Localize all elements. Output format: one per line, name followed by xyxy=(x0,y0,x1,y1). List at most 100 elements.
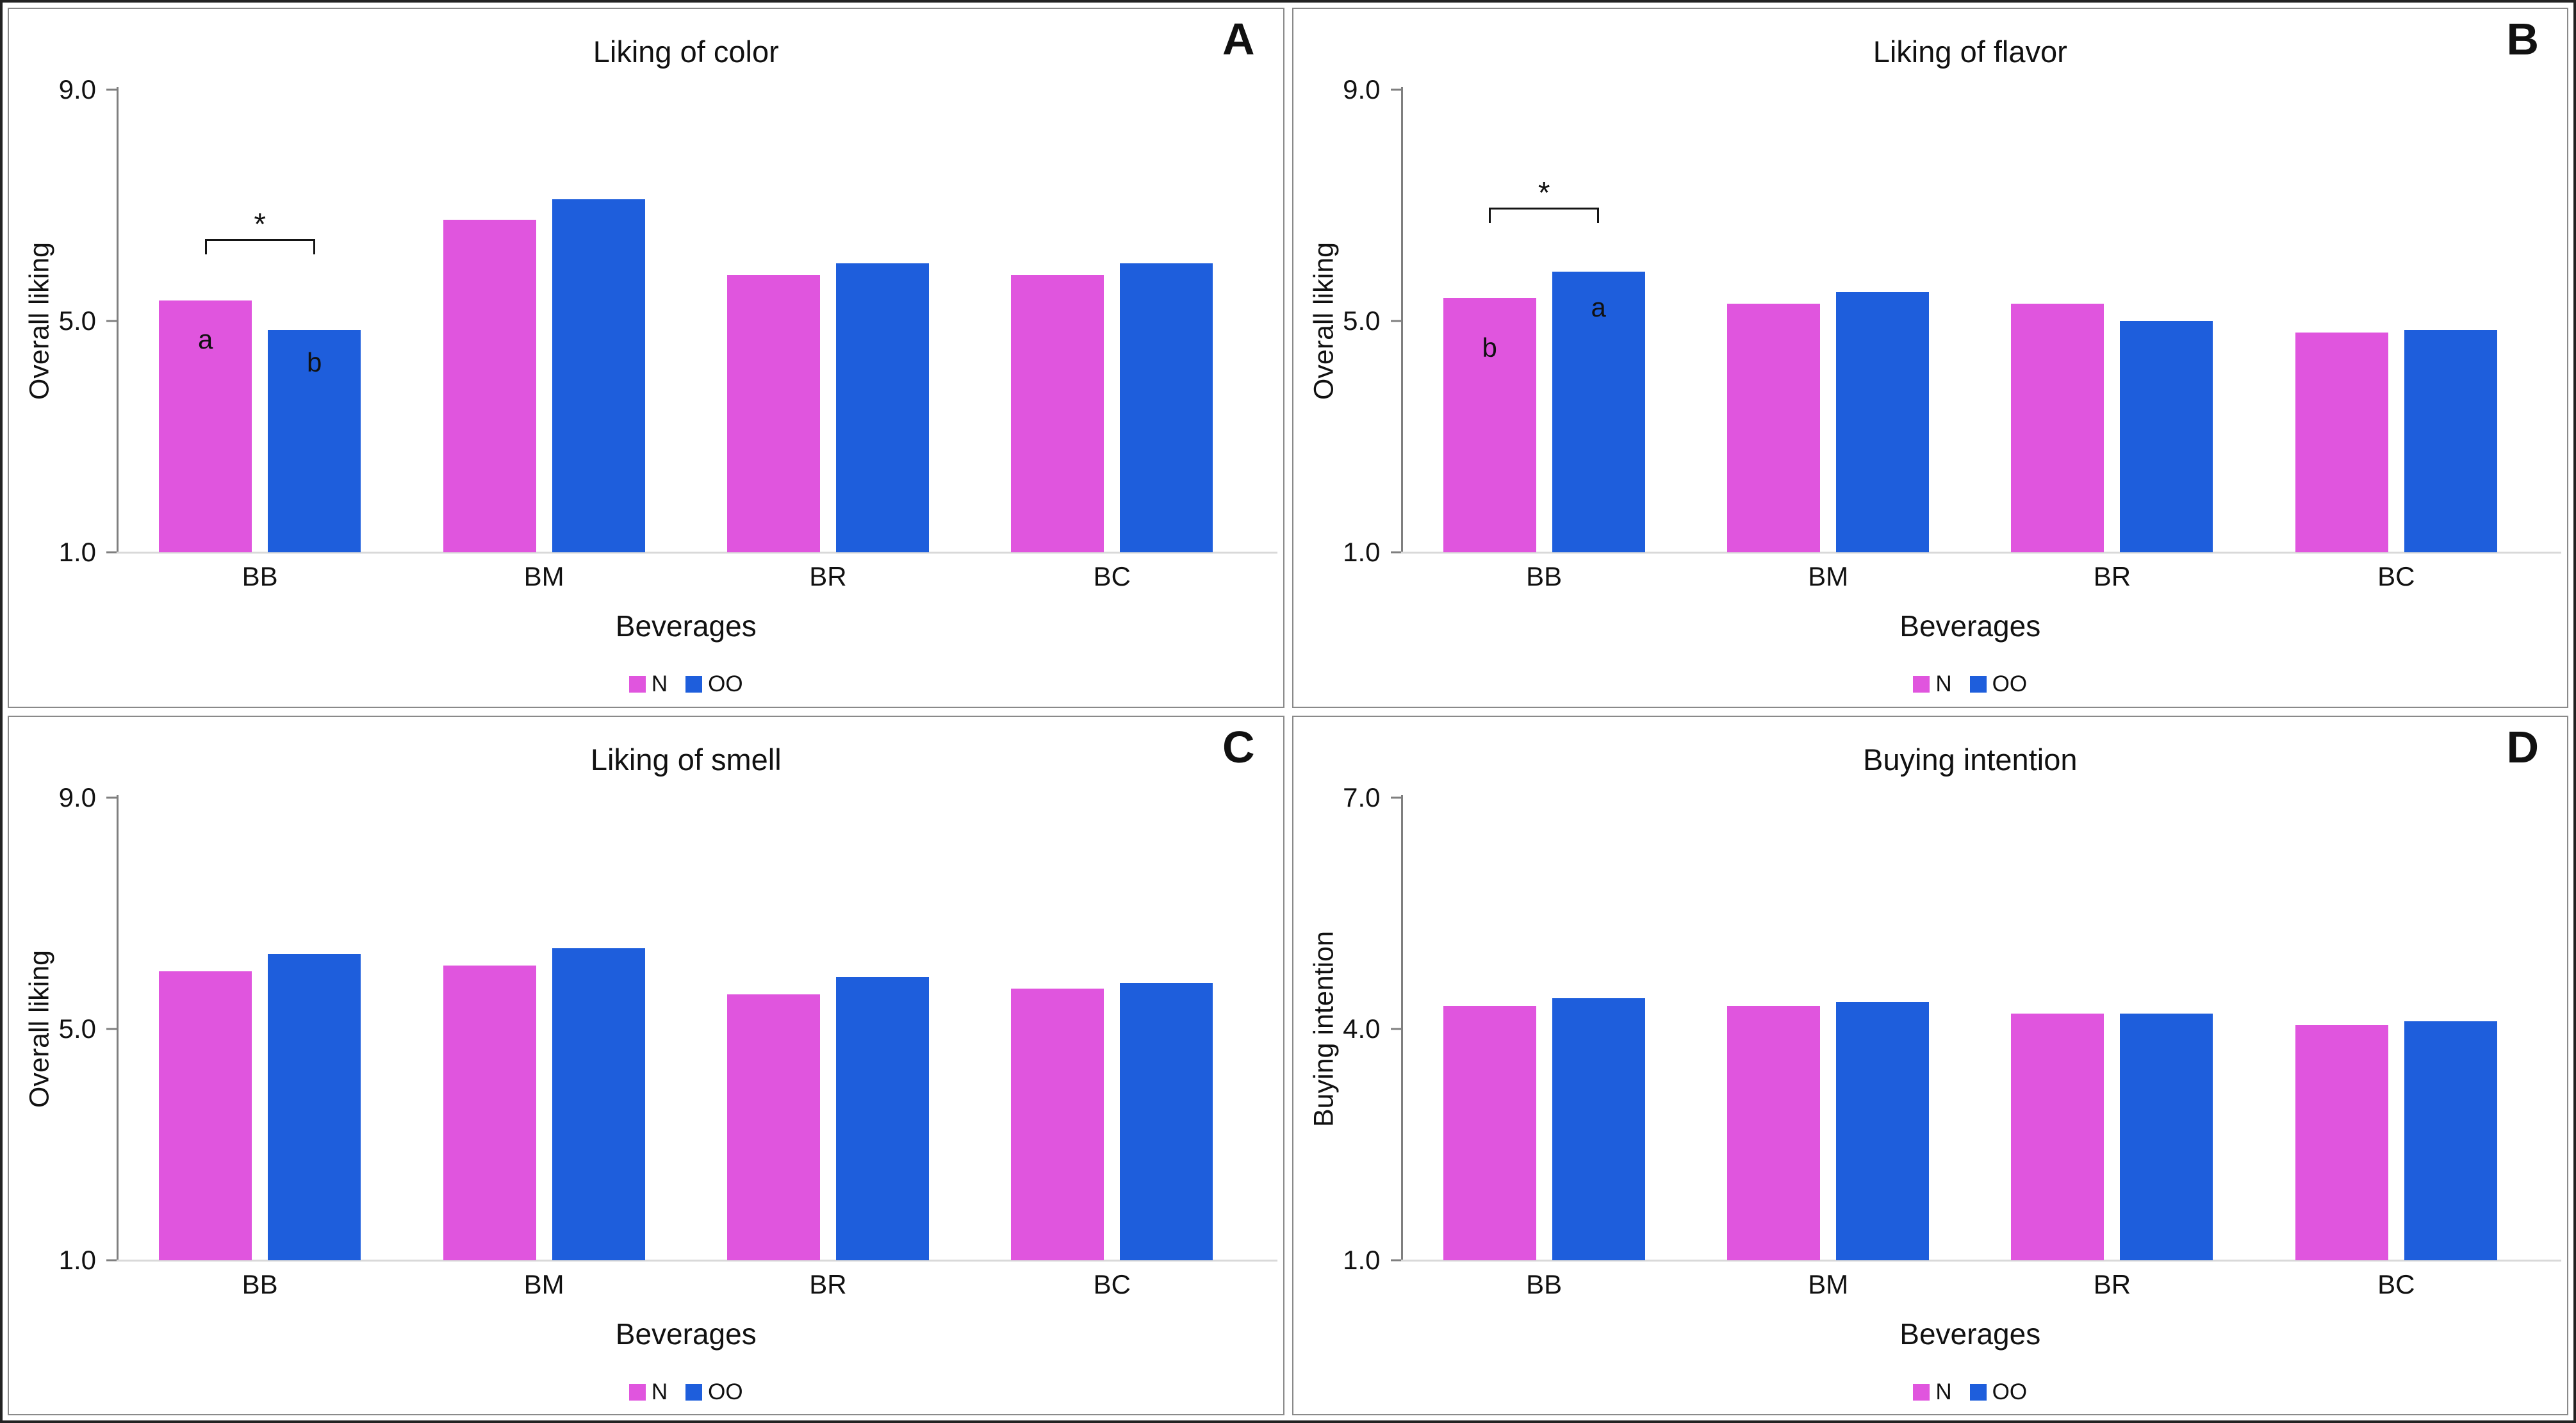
bar-group-bc xyxy=(1011,90,1213,552)
bar-n-bb: b xyxy=(1443,298,1536,552)
x-tick-label-bc: BC xyxy=(2377,1269,2415,1299)
y-tick-label: 1.0 xyxy=(58,1244,96,1275)
bar-oo-br xyxy=(835,263,929,552)
bar-n-bc xyxy=(1011,988,1104,1260)
bar-groups xyxy=(1402,798,2539,1260)
panel-letter-a: A xyxy=(1222,14,1255,64)
bar-group-bb: a b * xyxy=(159,90,361,552)
bar-groups: b a * xyxy=(1402,90,2539,552)
y-tick-mark xyxy=(106,320,117,322)
legend-label-oo: OO xyxy=(708,671,743,696)
y-tick-label: 5.0 xyxy=(58,1013,96,1044)
bar-n-br xyxy=(726,994,820,1260)
bar-group-bm xyxy=(1727,798,1930,1260)
bar-n-bb xyxy=(159,971,252,1260)
bar-n-bc xyxy=(2295,333,2388,552)
legend-swatch-oo xyxy=(685,1383,703,1401)
legend-entry-oo: OO xyxy=(685,671,743,697)
x-axis-title: Beverages xyxy=(615,1317,757,1351)
x-tick-label-bm: BM xyxy=(1808,561,1849,591)
y-tick-label: 7.0 xyxy=(1343,782,1381,812)
bar-groups: a b * xyxy=(118,90,1254,552)
legend: N OO xyxy=(1402,1379,2539,1405)
significance-bracket xyxy=(1489,208,1600,223)
bar-group-bm xyxy=(443,90,645,552)
bar-n-bm xyxy=(1727,304,1821,552)
bar-group-br xyxy=(726,798,929,1260)
x-tick-label-bm: BM xyxy=(523,561,564,591)
panel-letter-c: C xyxy=(1222,721,1255,772)
panel-buying-intention: D Buying intention Buying intention 7.0 4.… xyxy=(1292,715,2568,1415)
y-tick-mark xyxy=(1390,1028,1401,1030)
y-tick-mark xyxy=(1390,88,1401,91)
x-tick-label-bc: BC xyxy=(2377,561,2415,591)
plot-area: Overall liking 9.0 5.0 1.0 xyxy=(24,784,1277,1273)
bar-groups xyxy=(118,798,1254,1260)
bar-group-bb xyxy=(1443,798,1645,1260)
bar-letter-b: b xyxy=(1482,333,1497,363)
bar-oo-bc xyxy=(1120,263,1213,552)
significance-star: * xyxy=(254,208,267,242)
y-tick-label: 1.0 xyxy=(58,537,96,567)
panel-letter-b: B xyxy=(2506,14,2539,64)
bar-oo-bb xyxy=(268,953,361,1260)
legend-swatch-n xyxy=(628,676,646,693)
panel-letter-d: D xyxy=(2506,721,2539,772)
bar-n-br xyxy=(2011,1013,2104,1260)
y-tick-mark xyxy=(1390,551,1401,554)
x-baseline xyxy=(117,1259,1277,1262)
bar-letter-a: a xyxy=(1591,292,1606,322)
bar-oo-bc xyxy=(2404,330,2497,552)
bar-group-bc xyxy=(2295,90,2497,552)
bar-group-bc xyxy=(1011,798,1213,1260)
legend-label-n: N xyxy=(1935,1379,1952,1404)
bar-group-bc xyxy=(2295,798,2497,1260)
y-axis-line xyxy=(117,794,119,1262)
bar-group-bm xyxy=(443,798,645,1260)
legend-swatch-oo xyxy=(1969,676,1987,693)
panel-liking-of-color: A Liking of color Overall liking 9.0 5.0 1.… xyxy=(8,8,1284,708)
y-tick-mark xyxy=(106,551,117,554)
x-tick-label-bc: BC xyxy=(1093,561,1131,591)
y-tick-mark xyxy=(106,796,117,798)
bar-n-br xyxy=(726,275,820,552)
x-tick-label-br: BR xyxy=(2093,1269,2131,1299)
bar-oo-bm xyxy=(552,948,645,1260)
chart-title: Liking of flavor xyxy=(1873,35,2067,69)
bar-group-br xyxy=(2011,90,2213,552)
bar-group-br xyxy=(726,90,929,552)
legend-swatch-n xyxy=(1913,676,1930,693)
y-tick-mark xyxy=(106,1028,117,1030)
legend-label-oo: OO xyxy=(1992,671,2028,696)
chart-title: Buying intention xyxy=(1863,742,2078,777)
legend: N OO xyxy=(1402,671,2539,697)
y-tick-mark xyxy=(1390,796,1401,798)
bar-group-bb: b a * xyxy=(1443,90,1645,552)
x-tick-label-bb: BB xyxy=(242,1269,278,1299)
bar-letter-b: b xyxy=(307,347,322,377)
bar-n-br xyxy=(2011,304,2104,552)
bar-oo-br xyxy=(2120,321,2213,552)
panel-liking-of-smell: C Liking of smell Overall liking 9.0 5.0 1.… xyxy=(8,715,1284,1415)
bar-n-bc xyxy=(1011,275,1104,552)
y-tick-label: 1.0 xyxy=(1343,537,1381,567)
x-axis-title: Beverages xyxy=(615,609,757,643)
bar-oo-bb: a xyxy=(1552,272,1645,552)
bar-group-br xyxy=(2011,798,2213,1260)
x-tick-labels: BB BM BR BC xyxy=(118,561,1254,592)
legend-swatch-n xyxy=(628,1383,646,1401)
legend-label-n: N xyxy=(651,671,668,696)
legend: N OO xyxy=(118,1379,1254,1405)
bar-n-bm xyxy=(1727,1005,1821,1260)
bar-oo-br xyxy=(2120,1013,2213,1260)
x-baseline xyxy=(1400,1259,2561,1262)
bar-oo-bb: b xyxy=(268,330,361,552)
x-tick-label-bm: BM xyxy=(1808,1269,1849,1299)
bar-n-bb xyxy=(1443,1005,1536,1260)
legend-entry-n: N xyxy=(1913,671,1952,697)
y-tick-label: 9.0 xyxy=(58,782,96,812)
bar-oo-bm xyxy=(1836,1001,1930,1260)
y-tick-label: 9.0 xyxy=(58,74,96,104)
x-tick-label-br: BR xyxy=(2093,561,2131,591)
x-tick-label-bb: BB xyxy=(1526,1269,1563,1299)
